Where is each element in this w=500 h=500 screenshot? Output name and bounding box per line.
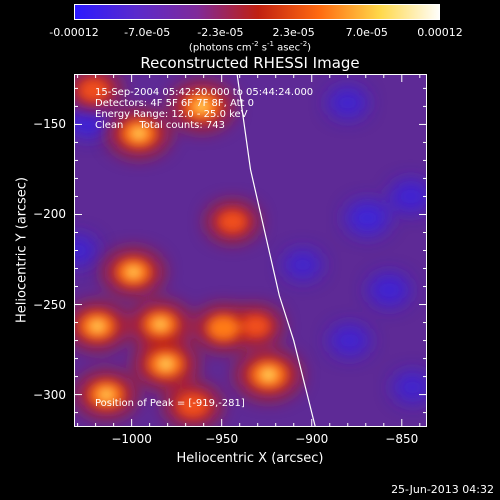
x-tick-label: −900 bbox=[295, 432, 329, 446]
negative-source bbox=[327, 87, 368, 119]
negative-source bbox=[283, 249, 323, 281]
y-tick-label: −150 bbox=[33, 117, 66, 132]
negative-sources-layer bbox=[74, 87, 427, 404]
footer-date: 25-Jun-2013 04:32 bbox=[391, 483, 494, 496]
bright-source-core bbox=[79, 79, 109, 102]
colorbar-tick-label: -2.3e-05 bbox=[197, 26, 244, 39]
colorbar-units: (photons cm-2 s-1 asec-2) bbox=[188, 40, 312, 54]
negative-source bbox=[74, 234, 98, 267]
negative-source bbox=[368, 273, 411, 307]
y-axis-label: Heliocentric Y (arcsec) bbox=[14, 177, 30, 323]
chart-title: Reconstructed RHESSI Image bbox=[140, 54, 360, 72]
y-tick-label: −300 bbox=[33, 387, 66, 402]
bright-source-core bbox=[241, 315, 270, 337]
colorbar-tick-label: -0.00012 bbox=[49, 26, 99, 39]
bright-source-peak bbox=[101, 390, 112, 399]
y-tick-label: −200 bbox=[33, 207, 66, 222]
annotation-detectors: Detectors: 4F 5F 6F 7F 8F, Att 0 bbox=[95, 98, 255, 109]
x-tick-label: −1000 bbox=[111, 432, 152, 446]
negative-source bbox=[345, 200, 390, 236]
bright-source-peak bbox=[160, 359, 172, 369]
x-tick-label: −950 bbox=[205, 432, 239, 446]
annotation-peak: Position of Peak = [-919,-281] bbox=[95, 398, 245, 409]
bright-source-core bbox=[177, 393, 209, 418]
x-tick-label: −850 bbox=[385, 432, 419, 446]
bright-source-peak bbox=[92, 321, 103, 331]
annotation-time: 15-Sep-2004 05:42:20.000 to 05:44:24.000 bbox=[95, 87, 314, 98]
bright-source-peak bbox=[262, 369, 275, 380]
annotation-energy: Energy Range: 12.0 - 25.0 keV bbox=[95, 109, 248, 120]
colorbar bbox=[74, 4, 440, 20]
colorbar-tick-label: -7.0e-05 bbox=[124, 26, 171, 39]
bright-source-peak bbox=[196, 101, 208, 112]
colorbar-tick-label: 7.0e-05 bbox=[345, 26, 388, 39]
negative-source bbox=[329, 324, 371, 357]
x-axis-label: Heliocentric X (arcsec) bbox=[176, 451, 324, 466]
negative-source bbox=[389, 179, 427, 214]
bright-source-peak bbox=[155, 320, 166, 329]
bright-source-peak bbox=[133, 128, 145, 138]
bright-source-core bbox=[207, 315, 240, 341]
bright-source-peak bbox=[128, 267, 139, 277]
negative-source bbox=[74, 100, 112, 138]
y-tick-label: −250 bbox=[33, 297, 66, 312]
heatmap-image bbox=[74, 74, 427, 427]
annotation-clean: Clean Total counts: 743 bbox=[95, 120, 225, 131]
heatmap-plot-area: 15-Sep-2004 05:42:20.000 to 05:44:24.000… bbox=[74, 74, 427, 427]
bright-source-core bbox=[218, 210, 247, 233]
solar-limb-curve bbox=[236, 74, 316, 427]
colorbar-tick-label: 2.3e-05 bbox=[272, 26, 315, 39]
bright-cores-layer bbox=[79, 79, 287, 418]
negative-source bbox=[392, 371, 427, 404]
colorbar-tick-label: 0.00012 bbox=[417, 26, 463, 39]
